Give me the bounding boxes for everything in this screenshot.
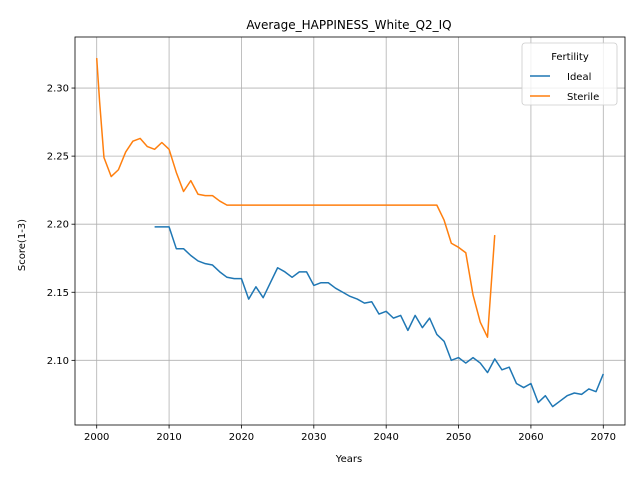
x-tick-label: 2030 <box>301 432 326 443</box>
chart-title: Average_HAPPINESS_White_Q2_IQ <box>246 18 451 32</box>
x-tick-label: 2040 <box>373 432 398 443</box>
x-tick-label: 2010 <box>156 432 181 443</box>
legend-label-ideal: Ideal <box>567 72 591 83</box>
x-tick-label: 2060 <box>518 432 543 443</box>
y-tick-label: 2.10 <box>47 356 69 367</box>
y-tick-label: 2.30 <box>47 84 69 95</box>
x-tick-label: 2020 <box>229 432 254 443</box>
legend-title: Fertility <box>551 52 589 63</box>
y-tick-label: 2.15 <box>47 288 69 299</box>
x-tick-label: 2070 <box>591 432 616 443</box>
y-tick-label: 2.20 <box>47 220 69 231</box>
x-tick-label: 2000 <box>84 432 109 443</box>
y-tick-label: 2.25 <box>47 152 69 163</box>
x-tick-label: 2050 <box>446 432 471 443</box>
x-axis-label: Years <box>335 454 362 465</box>
legend: Fertility Ideal Sterile <box>522 43 617 105</box>
legend-label-sterile: Sterile <box>567 92 599 103</box>
y-axis-label: Score(1-3) <box>17 219 28 271</box>
